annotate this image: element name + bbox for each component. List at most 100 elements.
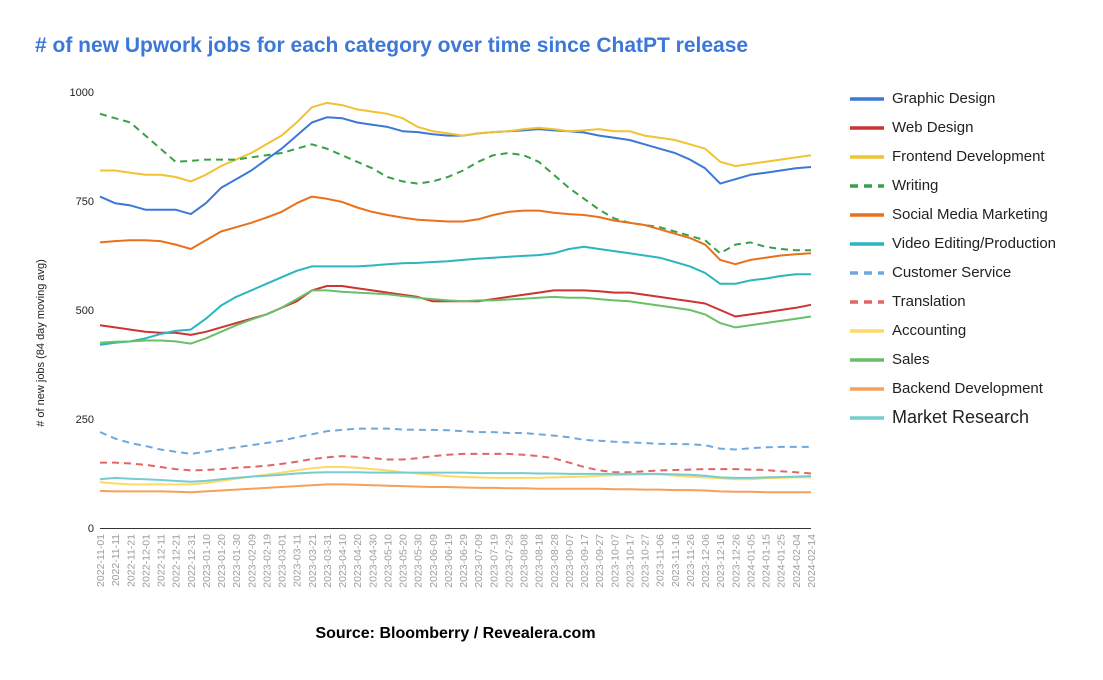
x-tick-label: 2022-11-01: [95, 534, 107, 587]
legend-item: Web Design: [850, 113, 1056, 142]
chart-title: # of new Upwork jobs for each category o…: [35, 34, 749, 57]
x-tick-label: 2023-01-20: [216, 534, 228, 588]
x-tick-label: 2024-02-14: [806, 534, 818, 588]
legend-label: Frontend Development: [892, 148, 1045, 165]
legend-swatch: [850, 415, 884, 420]
series-line-5: [99, 245, 811, 346]
x-tick-label: 2023-12-06: [700, 534, 712, 588]
x-tick-label: 2024-02-04: [791, 534, 803, 588]
x-tick-label: 2023-10-07: [609, 534, 621, 588]
x-tick-label: 2023-10-27: [640, 534, 652, 588]
legend-swatch: [850, 386, 884, 391]
x-tick-label: 2023-05-30: [413, 534, 425, 588]
y-tick-label: 750: [76, 196, 94, 208]
x-tick-label: 2023-05-20: [398, 534, 410, 588]
source-caption: Source: Bloomberry / Revealera.com: [315, 625, 596, 642]
x-tick-label: 2023-07-29: [503, 534, 515, 588]
x-tick-label: 2023-06-09: [428, 534, 440, 588]
x-tick-label: 2022-12-31: [186, 534, 198, 588]
x-tick-label: 2024-01-15: [761, 534, 773, 588]
x-tick-label: 2023-04-10: [337, 534, 349, 588]
x-tick-label: 2023-12-16: [715, 534, 727, 588]
x-tick-label: 2023-03-01: [277, 534, 289, 588]
x-tick-label: 2023-03-11: [292, 534, 304, 587]
legend-label: Video Editing/Production: [892, 235, 1057, 252]
series-line-7: [100, 452, 812, 475]
x-tick-label: 2022-12-11: [156, 534, 168, 587]
legend-item: Social Media Marketing: [850, 200, 1056, 229]
series-line-0: [99, 116, 812, 216]
legend-item: Market Research: [850, 403, 1056, 432]
legend-swatch: [850, 328, 884, 333]
x-tick-label: 2022-11-11: [110, 534, 122, 586]
legend-swatch: [850, 299, 884, 304]
y-tick-label: 500: [76, 305, 94, 317]
legend-swatch: [850, 357, 884, 362]
x-tick-label: 2023-10-17: [624, 534, 636, 588]
x-tick-label: 2024-01-25: [776, 534, 788, 588]
x-tick-label: 2023-09-17: [579, 534, 591, 588]
legend-label: Writing: [892, 177, 939, 194]
legend-item: Writing: [850, 171, 1056, 200]
legend-item: Graphic Design: [850, 84, 1056, 113]
legend-swatch: [850, 154, 884, 159]
legend-item: Translation: [850, 287, 1056, 316]
x-tick-label: 2023-02-09: [246, 534, 258, 588]
x-tick-label: 2023-04-30: [367, 534, 379, 588]
legend-item: Frontend Development: [850, 142, 1056, 171]
legend-label: Social Media Marketing: [892, 206, 1048, 223]
legend-label: Sales: [892, 351, 930, 368]
series-line-11: [99, 471, 812, 483]
legend-swatch: [850, 183, 884, 188]
x-tick-label: 2023-01-30: [231, 534, 243, 588]
line-chart: # of new jobs (84 day moving avg) 0 250 50…: [35, 87, 818, 588]
x-tick-label: 2023-03-21: [307, 534, 319, 588]
y-tick-label: 250: [76, 414, 94, 426]
y-tick-label: 0: [88, 523, 94, 535]
legend-swatch: [850, 96, 884, 101]
series-line-9: [99, 289, 812, 345]
legend-swatch: [850, 125, 884, 130]
legend-item: Accounting: [850, 316, 1056, 345]
legend-item: Customer Service: [850, 258, 1056, 287]
legend-swatch: [850, 212, 884, 217]
series-line-10: [99, 483, 811, 494]
legend-item: Video Editing/Production: [850, 229, 1056, 258]
legend-swatch: [850, 270, 884, 275]
y-tick-label: 1000: [70, 87, 94, 99]
x-tick-label: 2023-08-18: [534, 534, 546, 588]
x-tick-label: 2023-11-06: [655, 534, 667, 587]
series-line-1: [99, 285, 812, 336]
series-line-4: [99, 195, 812, 266]
legend-item: Backend Development: [850, 374, 1056, 403]
x-tick-label: 2023-08-08: [519, 534, 531, 588]
legend-label: Customer Service: [892, 264, 1012, 281]
x-tick-label: 2022-12-21: [171, 534, 183, 588]
x-tick-label: 2023-05-10: [382, 534, 394, 588]
x-tick-label: 2024-01-05: [745, 534, 757, 588]
legend-label: Graphic Design: [892, 90, 996, 107]
x-tick-label: 2023-03-31: [322, 534, 334, 588]
x-tick-label: 2022-11-21: [125, 534, 137, 587]
series-line-8: [99, 466, 811, 486]
legend-label: Translation: [892, 293, 966, 310]
legend-label: Backend Development: [892, 380, 1043, 397]
x-tick-label: 2023-12-26: [730, 534, 742, 588]
x-tick-label: 2023-11-26: [685, 534, 697, 587]
legend-item: Sales: [850, 345, 1056, 374]
x-tick-label: 2023-02-19: [261, 534, 273, 588]
legend-label: Accounting: [892, 322, 967, 339]
legend-label: Web Design: [892, 119, 974, 136]
x-tick-label: 2023-09-07: [564, 534, 576, 588]
legend-label: Market Research: [892, 407, 1030, 427]
x-tick-label: 2022-12-01: [140, 534, 152, 588]
x-tick-label: 2023-09-27: [594, 534, 606, 588]
series-line-2: [100, 101, 812, 183]
x-tick-label: 2023-08-28: [549, 534, 561, 588]
legend: Graphic Design Web Design Frontend Develop…: [850, 84, 1056, 432]
legend-swatch: [850, 241, 884, 246]
x-tick-label: 2023-07-19: [488, 534, 500, 588]
x-tick-label: 2023-07-09: [473, 534, 485, 588]
series-line-3: [99, 112, 811, 255]
series-line-6: [99, 427, 811, 455]
